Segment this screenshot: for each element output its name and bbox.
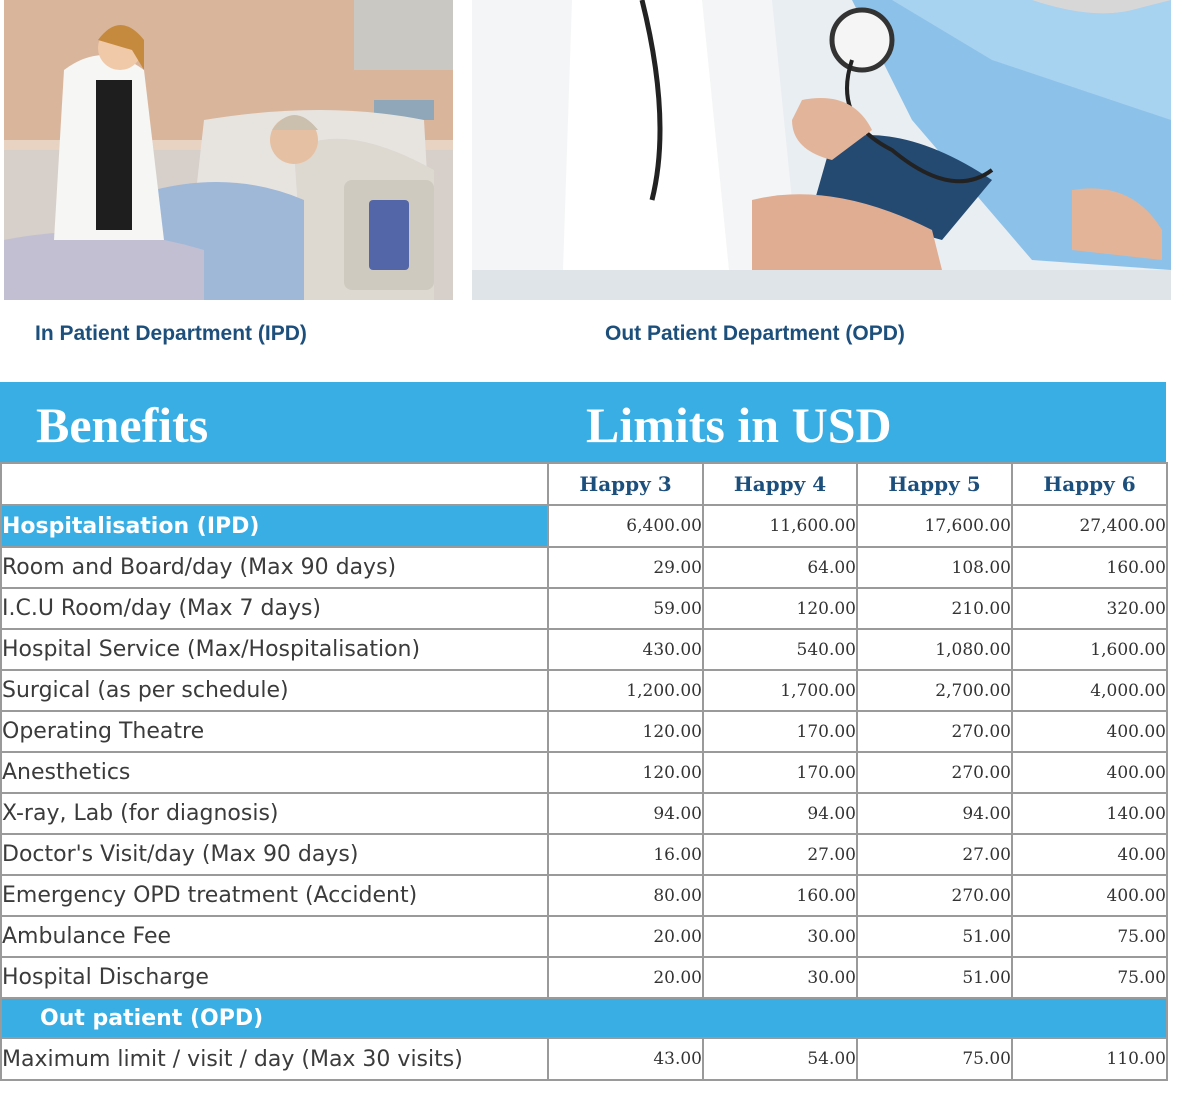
plan-header-happy-3: Happy 3	[547, 462, 704, 506]
ipd-caption: In Patient Department (IPD)	[35, 322, 307, 345]
limit-value: 430.00	[547, 628, 704, 671]
limit-value: 270.00	[856, 751, 1013, 794]
limit-value: 1,600.00	[1011, 628, 1168, 671]
opd-photo	[472, 0, 1171, 300]
plan-header-happy-6: Happy 6	[1011, 462, 1168, 506]
limit-value: 30.00	[702, 915, 858, 958]
benefit-label: I.C.U Room/day (Max 7 days)	[0, 587, 549, 630]
table-row: Ambulance Fee 20.00 30.00 51.00 75.00	[0, 915, 1168, 958]
ipd-total-happy-5: 17,600.00	[856, 504, 1013, 548]
limit-value: 170.00	[702, 710, 858, 753]
limit-value: 20.00	[547, 915, 704, 958]
plan-header-happy-4: Happy 4	[702, 462, 858, 506]
benefit-label: Hospital Discharge	[0, 956, 549, 999]
limit-value: 75.00	[1011, 956, 1168, 999]
table-row: X-ray, Lab (for diagnosis) 94.00 94.00 94.0…	[0, 792, 1168, 835]
benefits-heading: Benefits	[36, 397, 209, 453]
ipd-total-happy-6: 27,400.00	[1011, 504, 1168, 548]
ipd-total-happy-3: 6,400.00	[547, 504, 704, 548]
benefit-label: Surgical (as per schedule)	[0, 669, 549, 712]
benefit-label: Anesthetics	[0, 751, 549, 794]
limit-value: 140.00	[1011, 792, 1168, 835]
limits-heading: Limits in USD	[586, 397, 892, 453]
limit-value: 75.00	[856, 1037, 1013, 1081]
ipd-photo	[4, 0, 453, 300]
limit-value: 54.00	[702, 1037, 858, 1081]
limit-value: 400.00	[1011, 751, 1168, 794]
table-row: Surgical (as per schedule) 1,200.00 1,700.…	[0, 669, 1168, 712]
benefit-label: Emergency OPD treatment (Accident)	[0, 874, 549, 917]
limit-value: 320.00	[1011, 587, 1168, 630]
limit-value: 270.00	[856, 874, 1013, 917]
ipd-photo-illustration	[4, 0, 453, 300]
benefits-table-body: Hospitalisation (IPD) 6,400.00 11,600.00…	[0, 504, 1168, 1081]
benefit-label: Maximum limit / visit / day (Max 30 visi…	[0, 1037, 549, 1081]
limit-value: 51.00	[856, 956, 1013, 999]
table-row: Doctor's Visit/day (Max 90 days) 16.00 27.…	[0, 833, 1168, 876]
limit-value: 120.00	[547, 751, 704, 794]
ipd-section-row: Hospitalisation (IPD) 6,400.00 11,600.00…	[0, 504, 1168, 548]
opd-photo-illustration	[472, 0, 1171, 300]
table-row: Hospital Discharge 20.00 30.00 51.00 75.00	[0, 956, 1168, 999]
limit-value: 94.00	[547, 792, 704, 835]
table-row: Maximum limit / visit / day (Max 30 visi…	[0, 1037, 1168, 1081]
limit-value: 80.00	[547, 874, 704, 917]
benefit-label: X-ray, Lab (for diagnosis)	[0, 792, 549, 835]
limit-value: 59.00	[547, 587, 704, 630]
limit-value: 27.00	[856, 833, 1013, 876]
limit-value: 1,700.00	[702, 669, 858, 712]
plan-header-happy-5: Happy 5	[856, 462, 1013, 506]
limit-value: 120.00	[547, 710, 704, 753]
limit-value: 75.00	[1011, 915, 1168, 958]
limit-value: 160.00	[1011, 546, 1168, 589]
table-row: Room and Board/day (Max 90 days) 29.00 64.…	[0, 546, 1168, 589]
opd-section-row: Out patient (OPD)	[0, 997, 1168, 1039]
limit-value: 110.00	[1011, 1037, 1168, 1081]
limit-value: 540.00	[702, 628, 858, 671]
limit-value: 29.00	[547, 546, 704, 589]
benefit-label: Hospital Service (Max/Hospitalisation)	[0, 628, 549, 671]
limit-value: 120.00	[702, 587, 858, 630]
limit-value: 160.00	[702, 874, 858, 917]
benefits-table: Happy 3 Happy 4 Happy 5 Happy 6 Hospital…	[0, 462, 1168, 1081]
ipd-total-happy-4: 11,600.00	[702, 504, 858, 548]
limit-value: 1,200.00	[547, 669, 704, 712]
limit-value: 94.00	[856, 792, 1013, 835]
limit-value: 30.00	[702, 956, 858, 999]
limit-value: 94.00	[702, 792, 858, 835]
limit-value: 170.00	[702, 751, 858, 794]
table-row: I.C.U Room/day (Max 7 days) 59.00 120.00 21…	[0, 587, 1168, 630]
table-row: Anesthetics 120.00 170.00 270.00 400.00	[0, 751, 1168, 794]
limit-value: 20.00	[547, 956, 704, 999]
plan-header-row: Happy 3 Happy 4 Happy 5 Happy 6	[0, 462, 1168, 506]
benefits-banner: Benefits Limits in USD	[0, 382, 1166, 462]
limit-value: 400.00	[1011, 874, 1168, 917]
benefit-label: Doctor's Visit/day (Max 90 days)	[0, 833, 549, 876]
opd-section-label: Out patient (OPD)	[0, 997, 1168, 1039]
limit-value: 64.00	[702, 546, 858, 589]
limit-value: 108.00	[856, 546, 1013, 589]
limit-value: 43.00	[547, 1037, 704, 1081]
limit-value: 2,700.00	[856, 669, 1013, 712]
opd-caption: Out Patient Department (OPD)	[605, 322, 905, 345]
header-blank-cell	[0, 462, 549, 506]
benefit-label: Room and Board/day (Max 90 days)	[0, 546, 549, 589]
limit-value: 1,080.00	[856, 628, 1013, 671]
table-row: Emergency OPD treatment (Accident) 80.00 1…	[0, 874, 1168, 917]
limit-value: 270.00	[856, 710, 1013, 753]
limit-value: 210.00	[856, 587, 1013, 630]
limit-value: 400.00	[1011, 710, 1168, 753]
benefit-label: Ambulance Fee	[0, 915, 549, 958]
benefit-label: Operating Theatre	[0, 710, 549, 753]
table-row: Operating Theatre 120.00 170.00 270.00 400.0…	[0, 710, 1168, 753]
limit-value: 16.00	[547, 833, 704, 876]
limit-value: 27.00	[702, 833, 858, 876]
table-row: Hospital Service (Max/Hospitalisation) 43…	[0, 628, 1168, 671]
limit-value: 4,000.00	[1011, 669, 1168, 712]
ipd-section-label: Hospitalisation (IPD)	[0, 504, 549, 548]
limit-value: 40.00	[1011, 833, 1168, 876]
limit-value: 51.00	[856, 915, 1013, 958]
